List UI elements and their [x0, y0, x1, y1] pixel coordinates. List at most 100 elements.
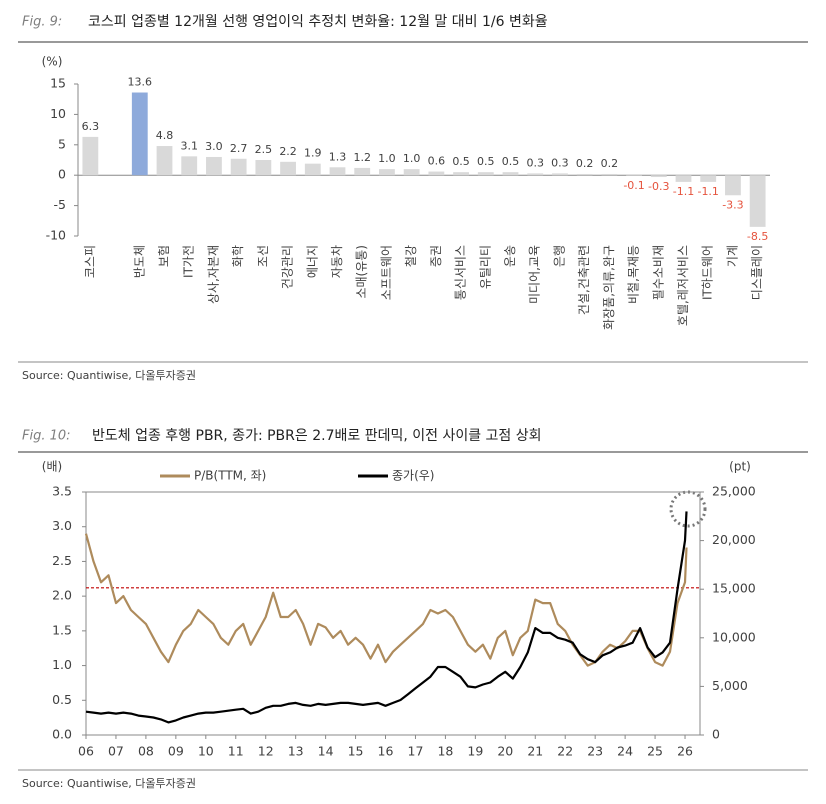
x-tick-label: 에너지 — [305, 245, 319, 278]
value-label: 6.3 — [82, 120, 100, 133]
x-tick-label: 15 — [348, 744, 364, 759]
bar — [725, 175, 741, 196]
value-label: 0.5 — [502, 155, 520, 168]
x-tick-label: 12 — [258, 744, 274, 759]
legend-label: P/B(TTM, 좌) — [194, 469, 266, 483]
x-tick-label: 철강 — [404, 245, 418, 267]
y-tick-label: 0.0 — [52, 727, 72, 742]
bar — [453, 172, 469, 176]
y-tick-label: -10 — [46, 228, 66, 243]
y2-tick-label: 25,000 — [712, 484, 756, 499]
bar — [601, 173, 618, 176]
value-label: 2.5 — [255, 143, 273, 156]
value-label: -3.3 — [722, 198, 743, 211]
value-label: 3.0 — [205, 140, 223, 153]
y-tick-label: 5 — [58, 136, 66, 151]
x-tick-label: 기계 — [725, 245, 739, 267]
y2-unit: (pt) — [729, 460, 751, 474]
bar — [354, 167, 371, 176]
x-tick-label: 21 — [527, 744, 543, 759]
value-label: 1.0 — [403, 152, 421, 165]
bar — [675, 175, 692, 182]
x-tick-label: 07 — [108, 744, 124, 759]
x-tick-label: 통신서비스 — [454, 245, 468, 300]
y-tick-label: 1.5 — [52, 622, 72, 637]
x-tick-label: 건강관리 — [281, 245, 295, 289]
x-tick-label: 26 — [677, 744, 693, 759]
value-label: 2.2 — [279, 145, 297, 158]
x-tick-label: 상사,자본재 — [206, 245, 220, 304]
x-tick-label: 23 — [587, 744, 603, 759]
x-tick-label: 17 — [408, 744, 424, 759]
bar — [206, 156, 222, 176]
y2-tick-label: 20,000 — [712, 532, 756, 547]
y-tick-label: 2.5 — [52, 553, 72, 568]
x-tick-label: 비철,목재등 — [627, 245, 641, 304]
value-label: 2.7 — [230, 142, 248, 155]
bar — [131, 92, 148, 176]
chart-title: 코스피 업종별 12개월 선행 영업이익 추정치 변화율: 12월 말 대비 1… — [88, 14, 548, 30]
x-tick-label: 10 — [198, 744, 214, 759]
value-label: 0.2 — [576, 157, 594, 170]
value-label: 1.0 — [378, 152, 396, 165]
x-tick-label: 18 — [437, 744, 453, 759]
y-tick-label: 10 — [50, 106, 66, 121]
value-label: 1.2 — [353, 151, 371, 164]
value-label: 0.3 — [526, 156, 544, 169]
value-label: 13.6 — [128, 76, 153, 89]
y2-tick-label: 15,000 — [712, 581, 756, 596]
bar — [576, 173, 593, 176]
y-unit: (배) — [42, 460, 62, 474]
x-tick-label: 13 — [288, 744, 304, 759]
y-unit: (%) — [42, 55, 63, 69]
x-tick-label: 호텔,레저서비스 — [676, 245, 690, 326]
highlight-circle — [669, 490, 707, 528]
x-tick-label: 화장품,의류,완구 — [602, 245, 616, 330]
value-label: 0.3 — [551, 156, 569, 169]
y-tick-label: 0 — [58, 167, 66, 182]
x-tick-label: IT가전 — [182, 245, 196, 278]
bar — [626, 175, 642, 176]
bar — [329, 167, 346, 176]
y2-tick-label: 0 — [712, 727, 720, 742]
y-tick-label: -5 — [54, 197, 66, 212]
value-label: 0.5 — [477, 155, 495, 168]
source: Source: Quantiwise, 다올투자증권 — [22, 777, 196, 790]
x-tick-label: IT하드웨어 — [701, 245, 715, 300]
x-tick-label: 24 — [617, 744, 633, 759]
x-tick-label: 자동차 — [330, 245, 344, 278]
x-tick-label: 은행 — [551, 245, 566, 267]
value-label: 0.5 — [452, 155, 470, 168]
chart-title: 반도체 업종 후행 PBR, 종가: PBR은 2.7배로 판데믹, 이전 사이… — [92, 428, 542, 444]
figure-label: Fig. 10: — [22, 429, 71, 444]
bar — [502, 172, 519, 176]
x-tick-label: 22 — [557, 744, 573, 759]
bar — [700, 175, 717, 182]
x-tick-label: 화학 — [231, 245, 245, 267]
value-label: 0.6 — [428, 155, 446, 168]
x-tick-label: 20 — [497, 744, 513, 759]
bar — [379, 169, 395, 176]
y2-tick-label: 10,000 — [712, 629, 756, 644]
value-label: -1.1 — [697, 185, 718, 198]
x-tick-label: 디스플레이 — [750, 245, 764, 300]
x-tick-label: 09 — [168, 744, 184, 759]
x-tick-label: 소매(유통) — [355, 245, 369, 299]
plot-frame — [85, 491, 701, 736]
x-tick-label: 필수소비재 — [651, 245, 665, 300]
bar — [650, 175, 667, 178]
x-tick-label: 14 — [318, 744, 334, 759]
value-label: 0.2 — [601, 157, 619, 170]
value-label: 4.8 — [156, 129, 174, 142]
value-label: -0.3 — [648, 180, 669, 193]
bar — [428, 171, 445, 176]
x-tick-label: 증권 — [429, 245, 443, 267]
value-label: 1.3 — [329, 150, 347, 163]
x-tick-label: 25 — [647, 744, 663, 759]
value-label: -8.5 — [747, 230, 768, 243]
y-tick-label: 0.5 — [52, 692, 72, 707]
x-tick-label: 유틸리티 — [478, 245, 492, 289]
x-tick-label: 06 — [78, 744, 94, 759]
x-tick-label: 운송 — [503, 245, 517, 267]
bar — [280, 161, 296, 176]
